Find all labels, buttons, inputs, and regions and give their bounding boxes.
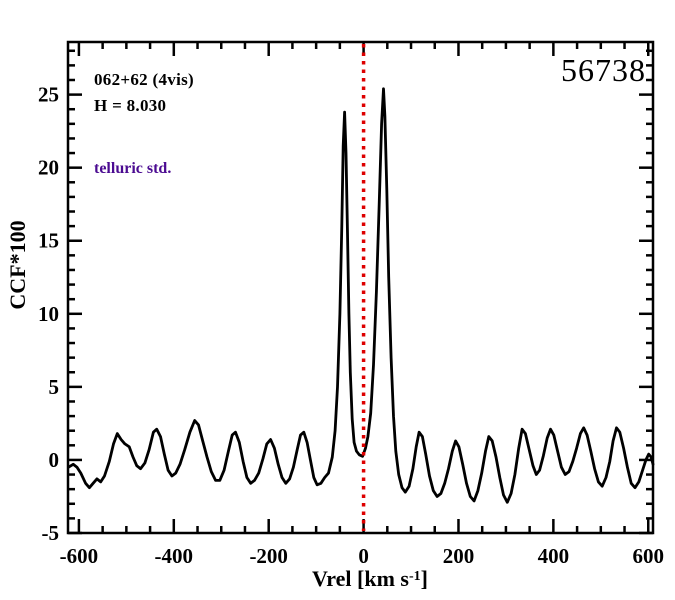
x-axis-title-pre: Vrel [km s	[312, 566, 409, 591]
y-tick-label: 10	[38, 302, 59, 326]
hmag-label: H = 8.030	[94, 96, 167, 115]
y-tick-label: 15	[38, 229, 59, 253]
x-tick-label: 600	[633, 544, 665, 568]
y-tick-label: 25	[38, 83, 59, 107]
x-tick-label: -600	[60, 544, 99, 568]
x-tick-label: -200	[249, 544, 288, 568]
x-tick-label: 400	[538, 544, 570, 568]
y-tick-label: 5	[49, 375, 60, 399]
x-axis-title-sup: -1	[408, 569, 421, 584]
x-tick-label: -400	[155, 544, 194, 568]
ccf-curve	[67, 87, 655, 504]
x-axis-title: Vrel [km s-1]	[0, 566, 675, 592]
y-tick-label: -5	[42, 521, 60, 545]
mjd-id-label: 56738	[561, 52, 646, 88]
field-visits-label: 062+62 (4vis)	[94, 70, 194, 89]
tick-labels: -600 -400 -200 0 200 400 600 -5 0 5 10 15 20 25	[38, 83, 664, 568]
y-tick-label: 0	[49, 448, 60, 472]
y-tick-label: 20	[38, 156, 59, 180]
plot-frame	[66, 40, 655, 535]
x-tick-label: 0	[358, 544, 369, 568]
x-tick-label: 200	[443, 544, 475, 568]
x-axis-title-post: ]	[420, 566, 428, 591]
telluric-std-label: telluric std.	[94, 160, 172, 177]
y-axis-title: CCF*100	[5, 220, 30, 310]
